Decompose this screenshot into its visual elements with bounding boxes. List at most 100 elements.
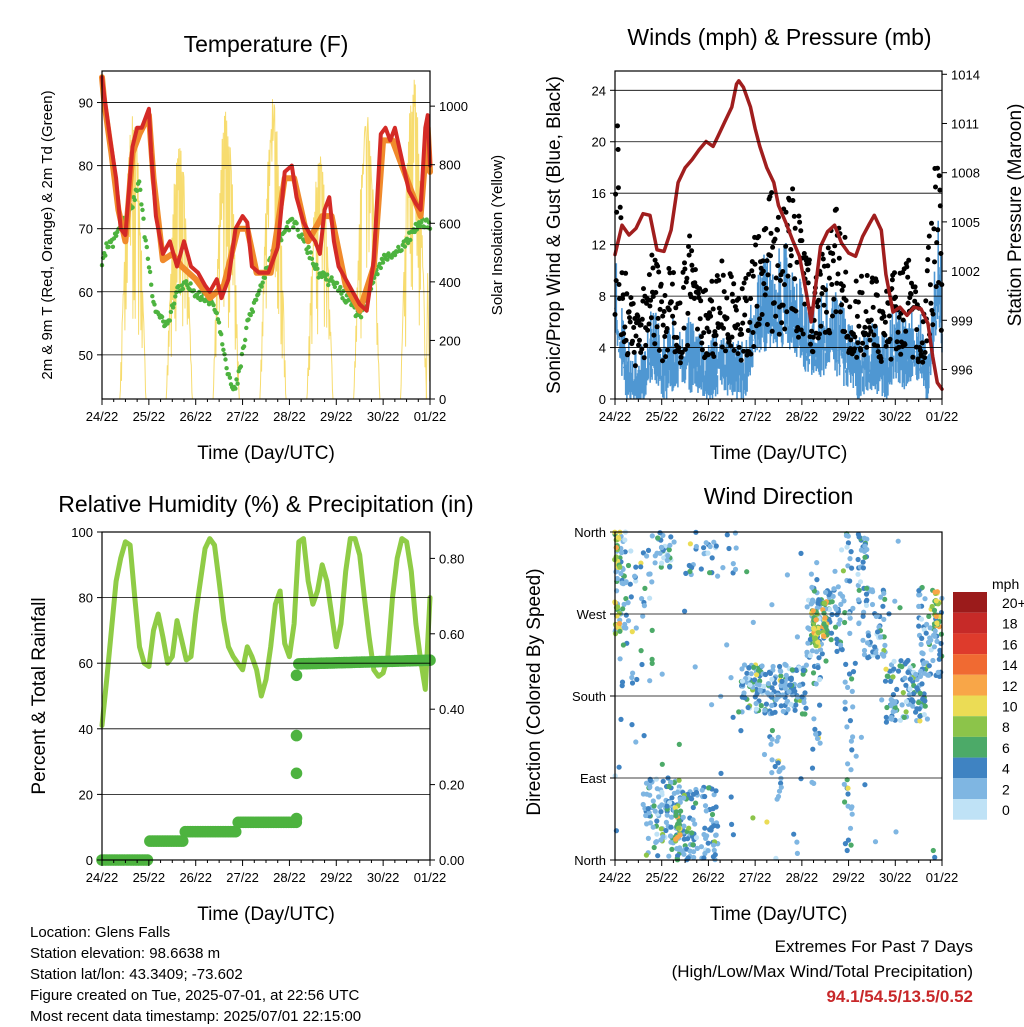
wind-gust-point bbox=[716, 305, 722, 311]
wind-direction-point bbox=[711, 792, 717, 798]
wind-gust-point bbox=[632, 363, 638, 369]
dewpoint-point bbox=[254, 297, 259, 302]
wind-direction-point bbox=[883, 666, 889, 672]
wind-direction-point bbox=[917, 718, 923, 724]
dewpoint-point bbox=[138, 187, 143, 192]
dewpoint-point bbox=[139, 202, 144, 207]
wind-direction-point bbox=[843, 661, 849, 668]
legend-label: 0 bbox=[1002, 802, 1010, 818]
wind-direction-point bbox=[649, 627, 655, 634]
wind-gust-point bbox=[864, 273, 870, 278]
wind-gust-point bbox=[635, 313, 641, 319]
wind-direction-point bbox=[702, 825, 708, 831]
wind-gust-point bbox=[815, 304, 821, 310]
wind-direction-point bbox=[888, 697, 894, 703]
wind-direction-point bbox=[881, 653, 887, 659]
wind-gust-point bbox=[855, 299, 861, 305]
wind-direction-point bbox=[742, 695, 748, 701]
wind-direction-point bbox=[638, 560, 644, 566]
wind-direction-point bbox=[916, 603, 922, 610]
wind-direction-point bbox=[694, 845, 701, 852]
wind-gust-point bbox=[710, 306, 716, 312]
wind-direction-point bbox=[845, 791, 851, 797]
dewpoint-point bbox=[168, 309, 174, 315]
wind-direction-point bbox=[769, 676, 775, 682]
wind-direction-point bbox=[673, 809, 679, 815]
wind-direction-point bbox=[616, 764, 622, 770]
wind-gust-point bbox=[671, 270, 676, 276]
wind-direction-point bbox=[693, 800, 699, 806]
legend-title: mph bbox=[992, 576, 1019, 592]
wind-gust-point bbox=[852, 334, 858, 340]
wind-direction-point bbox=[769, 602, 775, 608]
wind-direction-point bbox=[860, 613, 866, 619]
legend-swatch bbox=[953, 695, 987, 717]
wind-gust-point bbox=[788, 247, 794, 252]
dewpoint-point bbox=[161, 319, 166, 324]
wind-direction-point bbox=[712, 852, 718, 858]
wind-direction-point bbox=[830, 593, 836, 600]
wind-gust-point bbox=[636, 342, 641, 348]
wind-gust-point bbox=[698, 334, 704, 340]
wind-gust-point bbox=[712, 341, 718, 347]
wind-gust-point bbox=[808, 341, 813, 347]
wind-direction-point bbox=[776, 768, 782, 775]
wind-gust-point bbox=[738, 327, 744, 332]
wind-direction-point bbox=[656, 794, 662, 800]
wind-gust-point bbox=[818, 323, 824, 329]
wind-direction-point bbox=[726, 545, 732, 552]
wind-direction-point bbox=[848, 805, 854, 811]
dewpoint-point bbox=[262, 275, 268, 280]
wind-gust-point bbox=[924, 268, 930, 274]
wind-gust-point bbox=[630, 338, 635, 344]
wind-direction-point bbox=[755, 667, 762, 673]
wind-direction-point bbox=[778, 683, 784, 689]
wind-direction-point bbox=[652, 808, 658, 814]
wind-direction-point bbox=[856, 587, 862, 593]
wind-direction-point bbox=[762, 707, 768, 713]
humidity-x-tick-label: 26/22 bbox=[179, 870, 212, 885]
wind-direction-point bbox=[926, 663, 932, 669]
wind-direction-point bbox=[634, 676, 640, 683]
direction-left-tick-label: North bbox=[574, 853, 606, 868]
wind-direction-point bbox=[910, 691, 917, 697]
wind-direction-point bbox=[701, 855, 707, 861]
station-location: Location: Glens Falls bbox=[30, 924, 171, 941]
wind-direction-point bbox=[902, 675, 908, 681]
wind-gust-point bbox=[805, 267, 811, 273]
wind-direction-point bbox=[757, 678, 763, 684]
wind-direction-point bbox=[811, 716, 817, 722]
wind-direction-point bbox=[842, 706, 848, 712]
dewpoint-point bbox=[256, 291, 261, 297]
wind-direction-point bbox=[647, 792, 653, 798]
wind-direction-point bbox=[916, 699, 922, 706]
winds-left-tick-label: 4 bbox=[599, 341, 606, 356]
wind-gust-point bbox=[748, 351, 754, 357]
wind-direction-point bbox=[925, 639, 932, 646]
wind-direction-point bbox=[847, 718, 854, 724]
wind-direction-point bbox=[711, 539, 717, 545]
wind-direction-point bbox=[707, 570, 713, 576]
wind-direction-point bbox=[632, 573, 638, 579]
wind-gust-point bbox=[762, 292, 768, 298]
wind-direction-point bbox=[777, 668, 783, 674]
wind-gust-point bbox=[661, 309, 667, 314]
wind-gust-point bbox=[763, 226, 769, 231]
wind-direction-point bbox=[888, 678, 894, 685]
wind-direction-point bbox=[917, 713, 923, 719]
wind-direction-point bbox=[863, 591, 870, 597]
wind-direction-point bbox=[921, 712, 927, 718]
wind-direction-point bbox=[937, 647, 943, 654]
wind-direction-point bbox=[686, 825, 692, 831]
legend-swatch bbox=[953, 778, 987, 799]
wind-direction-point bbox=[777, 663, 783, 670]
wind-gust-point bbox=[859, 273, 864, 279]
wind-gust-point bbox=[768, 253, 773, 259]
wind-direction-point bbox=[664, 812, 670, 818]
wind-direction-point bbox=[699, 787, 705, 793]
wind-direction-point bbox=[881, 590, 887, 597]
wind-direction-point bbox=[931, 644, 938, 650]
wind-gust-point bbox=[823, 287, 829, 293]
wind-gust-point bbox=[770, 244, 776, 250]
dewpoint-point bbox=[334, 280, 340, 286]
